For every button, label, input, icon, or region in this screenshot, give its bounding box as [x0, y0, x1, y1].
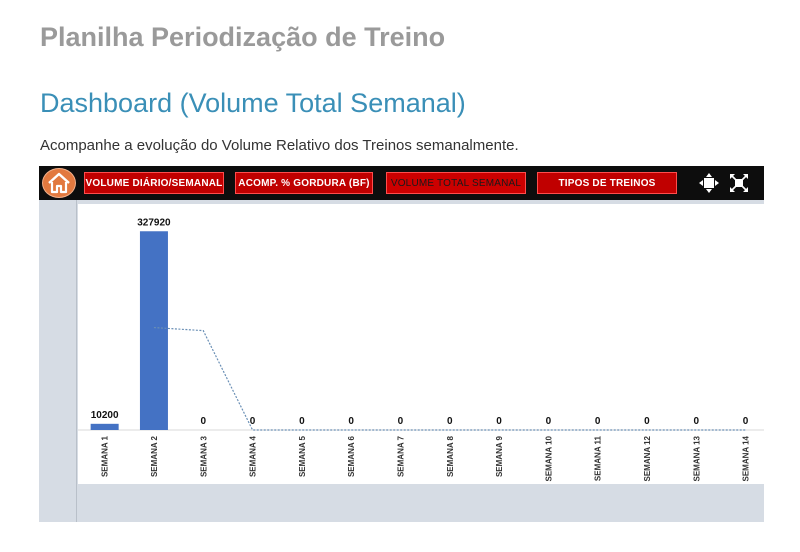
bar-data-label: 0 [546, 416, 552, 427]
bar-data-label: 0 [200, 416, 206, 427]
category-tick-label: SEMANA 12 [643, 435, 652, 481]
nav-button-volume-diario[interactable]: VOLUME DIÁRIO/SEMANAL [84, 172, 224, 194]
move-icon[interactable] [698, 172, 720, 194]
fit-screen-icon[interactable] [728, 172, 750, 194]
dashboard-panel: VOLUME DIÁRIO/SEMANAL ACOMP. % GORDURA (… [39, 166, 764, 522]
category-tick-label: SEMANA 14 [742, 435, 751, 481]
category-tick-label: SEMANA 11 [594, 435, 603, 481]
chart-bottom-band [78, 484, 764, 522]
bar-data-label: 327920 [137, 217, 171, 228]
category-tick-label: SEMANA 8 [446, 435, 455, 477]
volume-chart-svg: 10200 SEMANA 1 327920 SEMANA 2 0 SEMANA 3 0 SEM… [78, 217, 764, 482]
category-tick-label: SEMANA 5 [298, 435, 307, 477]
nav-button-acomp-gordura[interactable]: ACOMP. % GORDURA (BF) [235, 172, 373, 194]
category-tick-label: SEMANA 10 [544, 435, 553, 481]
bar-data-label: 0 [743, 416, 749, 427]
bar-data-label: 0 [398, 416, 404, 427]
section-description: Acompanhe a evolução do Volume Relativo … [40, 137, 519, 154]
bar-data-label: 0 [299, 416, 305, 427]
bar-data-label: 0 [348, 416, 354, 427]
doc-title: Planilha Periodização de Treino [40, 22, 446, 52]
dashboard-toolbar: VOLUME DIÁRIO/SEMANAL ACOMP. % GORDURA (… [39, 166, 764, 200]
chart-bar [139, 231, 168, 430]
category-tick-label: SEMANA 3 [199, 435, 208, 477]
category-tick-label: SEMANA 1 [101, 435, 110, 477]
chart-bar [90, 423, 119, 430]
home-icon [48, 172, 70, 194]
home-button[interactable] [42, 168, 76, 198]
trendline [153, 326, 746, 431]
bar-data-label: 0 [595, 416, 601, 427]
bar-data-label: 0 [447, 416, 453, 427]
nav-button-tipos-treinos[interactable]: TIPOS DE TREINOS [537, 172, 677, 194]
category-tick-label: SEMANA 6 [347, 435, 356, 477]
volume-chart: 10200 SEMANA 1 327920 SEMANA 2 0 SEMANA 3 0 SEM… [78, 204, 764, 484]
category-tick-label: SEMANA 4 [249, 435, 258, 477]
category-tick-label: SEMANA 2 [150, 435, 159, 477]
section-title: Dashboard (Volume Total Semanal) [40, 88, 466, 118]
category-tick-label: SEMANA 9 [495, 435, 504, 477]
nav-button-volume-total[interactable]: VOLUME TOTAL SEMANAL [386, 172, 526, 194]
bar-data-label: 0 [644, 416, 650, 427]
bar-data-label: 0 [250, 416, 256, 427]
bar-data-label: 0 [693, 416, 699, 427]
bar-data-label: 0 [496, 416, 502, 427]
category-tick-label: SEMANA 13 [692, 435, 701, 481]
bar-data-label: 10200 [91, 410, 119, 421]
category-tick-label: SEMANA 7 [396, 435, 405, 477]
dashboard-sidebar [39, 200, 77, 522]
